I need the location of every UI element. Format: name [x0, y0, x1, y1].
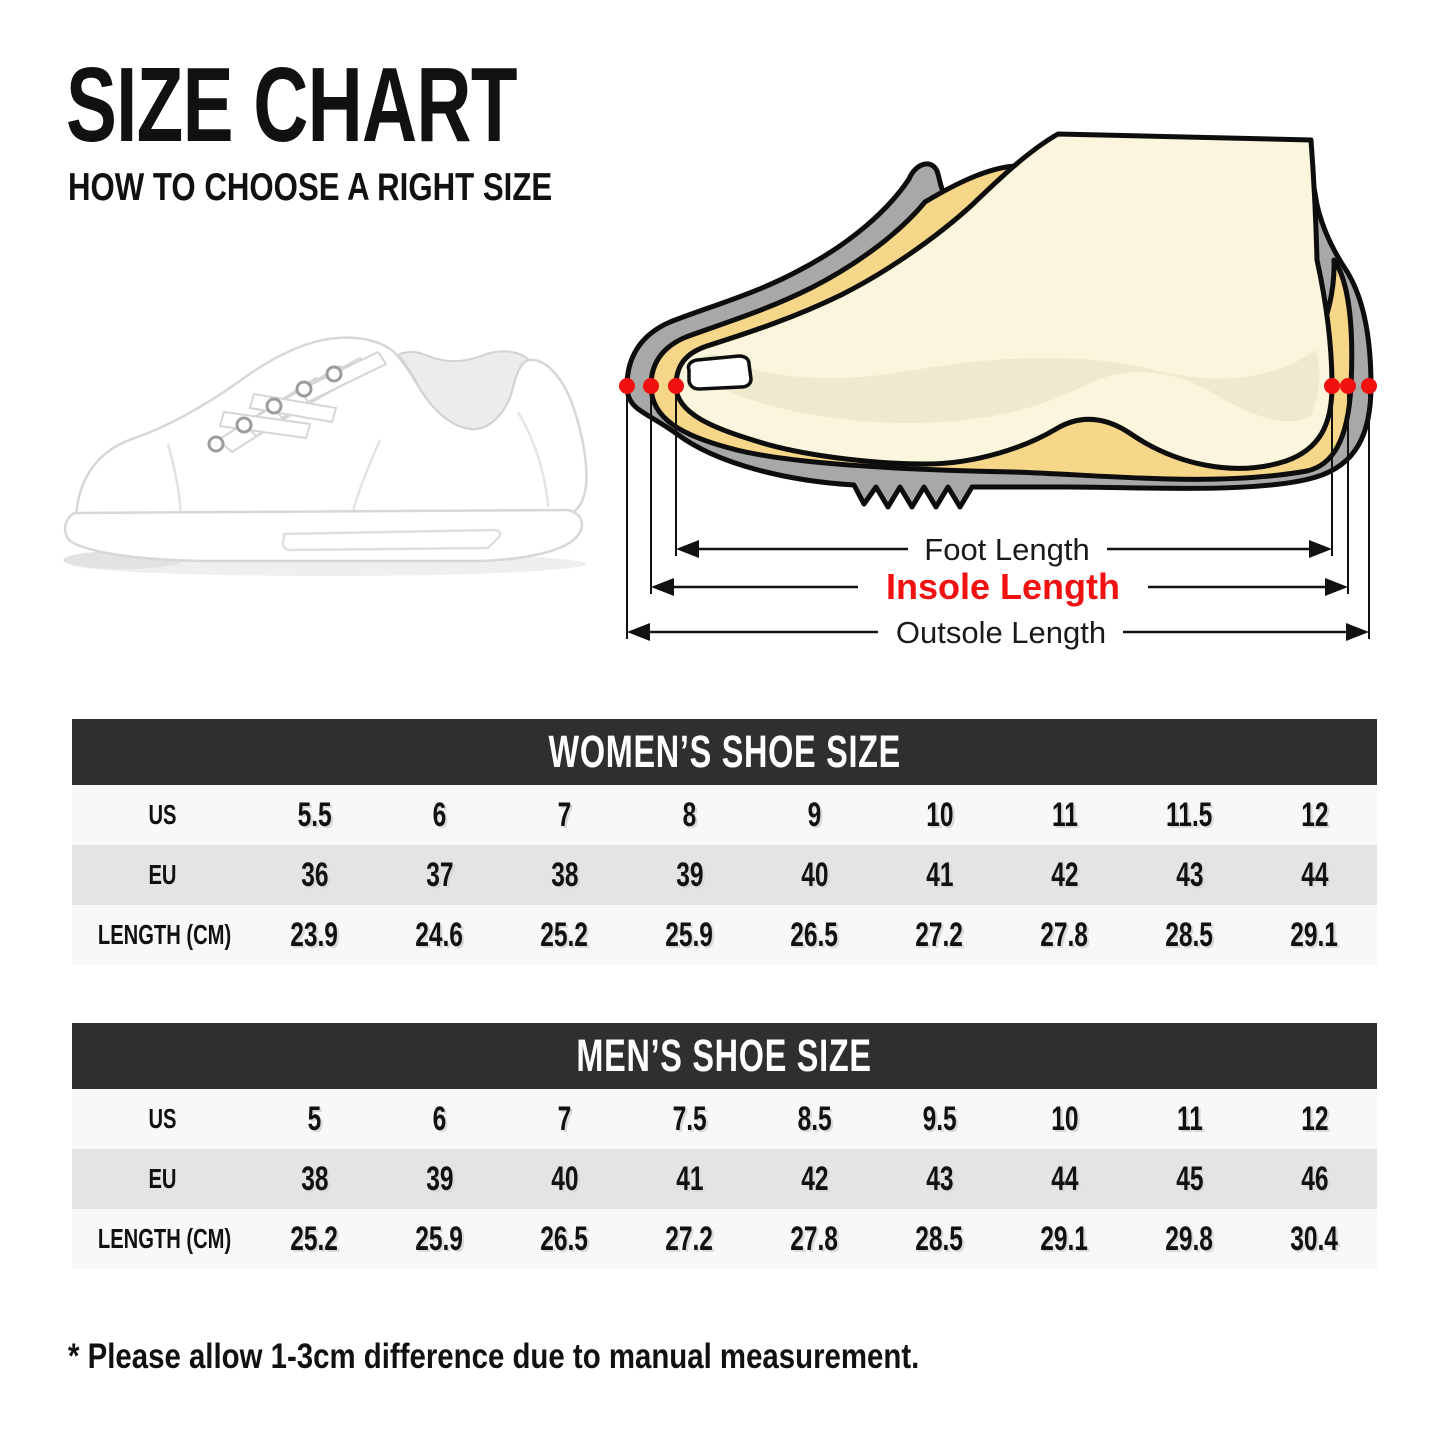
size-value: 8.5: [797, 1099, 832, 1138]
womens-size-table: WOMEN’S SHOE SIZE US 5.5 6 7 8 9 10 11 11.5 12 EU 36…: [72, 719, 1377, 965]
size-value: 28.5: [915, 1219, 964, 1258]
size-value: 7: [557, 1099, 572, 1138]
mens-size-table: MEN’S SHOE SIZE US 5 6 7 7.5 8.5 9.5 10 11 12 EU 38 3…: [72, 1023, 1377, 1269]
size-value: 11: [1051, 795, 1078, 834]
row-label: EU: [147, 859, 177, 890]
size-value: 29.8: [1165, 1219, 1214, 1258]
sneaker-svg: [63, 336, 588, 576]
size-value: 11.5: [1166, 795, 1213, 834]
size-value: 37: [425, 855, 454, 894]
size-value: 23.9: [290, 915, 339, 954]
size-value: 43: [1175, 855, 1204, 894]
row-label: US: [147, 1103, 177, 1134]
size-value: 39: [675, 855, 704, 894]
foot-length-dimension: Foot Length: [676, 532, 1332, 567]
size-value: 7.5: [672, 1099, 707, 1138]
size-value: 9.5: [922, 1099, 957, 1138]
table-title: WOMEN’S SHOE SIZE: [548, 726, 901, 777]
size-value: 25.9: [665, 915, 714, 954]
size-value: 29.1: [1290, 915, 1339, 954]
size-value: 12: [1300, 795, 1329, 834]
foot-shade: [700, 350, 1320, 423]
size-value: 46: [1300, 1159, 1329, 1198]
table-row: EU 38 39 40 41 42 43 44 45 46: [72, 1149, 1377, 1209]
foot-diagram-svg: Foot Length Insole Length Outsole Length: [619, 131, 1377, 650]
size-value: 10: [1050, 1099, 1079, 1138]
table-row: LENGTH (CM) 25.2 25.9 26.5 27.2 27.8 28.5 29.1 2…: [72, 1209, 1377, 1269]
table-title-band: MEN’S SHOE SIZE: [72, 1023, 1377, 1089]
size-value: 38: [300, 1159, 329, 1198]
size-value: 25.2: [540, 915, 589, 954]
size-value: 27.8: [790, 1219, 839, 1258]
size-value: 38: [550, 855, 579, 894]
size-value: 29.1: [1040, 1219, 1089, 1258]
row-label: LENGTH (CM): [97, 919, 232, 950]
toenail-shape: [686, 354, 753, 391]
size-value: 9: [807, 795, 822, 834]
foot-length-label: Foot Length: [924, 532, 1089, 567]
size-value: 5: [307, 1099, 322, 1138]
size-value: 41: [675, 1159, 704, 1198]
size-value: 41: [925, 855, 954, 894]
insole-length-dimension: Insole Length: [651, 566, 1348, 607]
size-value: 26.5: [790, 915, 839, 954]
dimension-droplines: [626, 394, 1370, 639]
size-value: 24.6: [415, 915, 464, 954]
size-value: 40: [550, 1159, 579, 1198]
table-row: US 5 6 7 7.5 8.5 9.5 10 11 12: [72, 1089, 1377, 1149]
size-value: 45: [1175, 1159, 1204, 1198]
row-label: EU: [147, 1163, 177, 1194]
size-value: 44: [1300, 855, 1329, 894]
table-title: MEN’S SHOE SIZE: [576, 1030, 873, 1081]
size-value: 36: [300, 855, 329, 894]
foot-measurement-diagram: Foot Length Insole Length Outsole Length: [615, 118, 1445, 666]
insole-length-label: Insole Length: [886, 566, 1120, 607]
measurement-disclaimer: * Please allow 1-3cm difference due to m…: [68, 1337, 920, 1376]
size-value: 12: [1300, 1099, 1329, 1138]
size-value: 25.9: [415, 1219, 464, 1258]
size-value: 40: [800, 855, 829, 894]
size-value: 25.2: [290, 1219, 339, 1258]
heel-seam: [516, 411, 550, 508]
size-value: 8: [682, 795, 697, 834]
size-value: 11: [1176, 1099, 1203, 1138]
size-value: 28.5: [1165, 915, 1214, 954]
sneaker-mesh-collar: [396, 350, 532, 431]
outsole-length-dimension: Outsole Length: [627, 615, 1369, 650]
toe-seam: [166, 443, 183, 517]
row-label: LENGTH (CM): [97, 1223, 232, 1254]
table-row: EU 36 37 38 39 40 41 42 43 44: [72, 845, 1377, 905]
size-value: 7: [557, 795, 572, 834]
size-value: 39: [425, 1159, 454, 1198]
table-title-band: WOMEN’S SHOE SIZE: [72, 719, 1377, 785]
table-row: LENGTH (CM) 23.9 24.6 25.2 25.9 26.5 27.2 27.8 2…: [72, 905, 1377, 965]
size-value: 43: [925, 1159, 954, 1198]
size-value: 5.5: [297, 795, 332, 834]
marker-dots: [619, 378, 1377, 394]
size-value: 27.2: [915, 915, 964, 954]
page-subtitle: HOW TO CHOOSE A RIGHT SIZE: [68, 166, 553, 209]
table-row: US 5.5 6 7 8 9 10 11 11.5 12: [72, 785, 1377, 845]
eyelets: [207, 365, 343, 453]
row-label: US: [147, 799, 177, 830]
page-title: SIZE CHART: [66, 46, 517, 164]
size-value: 10: [925, 795, 954, 834]
outsole-length-label: Outsole Length: [896, 615, 1106, 650]
size-value: 26.5: [540, 1219, 589, 1258]
size-value: 6: [432, 795, 447, 834]
outsole-groove: [281, 528, 502, 552]
sneaker-image: [48, 292, 603, 592]
size-value: 27.2: [665, 1219, 714, 1258]
size-value: 42: [800, 1159, 829, 1198]
size-value: 27.8: [1040, 915, 1089, 954]
sneaker-outsole: [63, 508, 584, 563]
size-value: 30.4: [1290, 1219, 1339, 1258]
size-value: 6: [432, 1099, 447, 1138]
size-value: 44: [1050, 1159, 1079, 1198]
size-value: 42: [1050, 855, 1079, 894]
